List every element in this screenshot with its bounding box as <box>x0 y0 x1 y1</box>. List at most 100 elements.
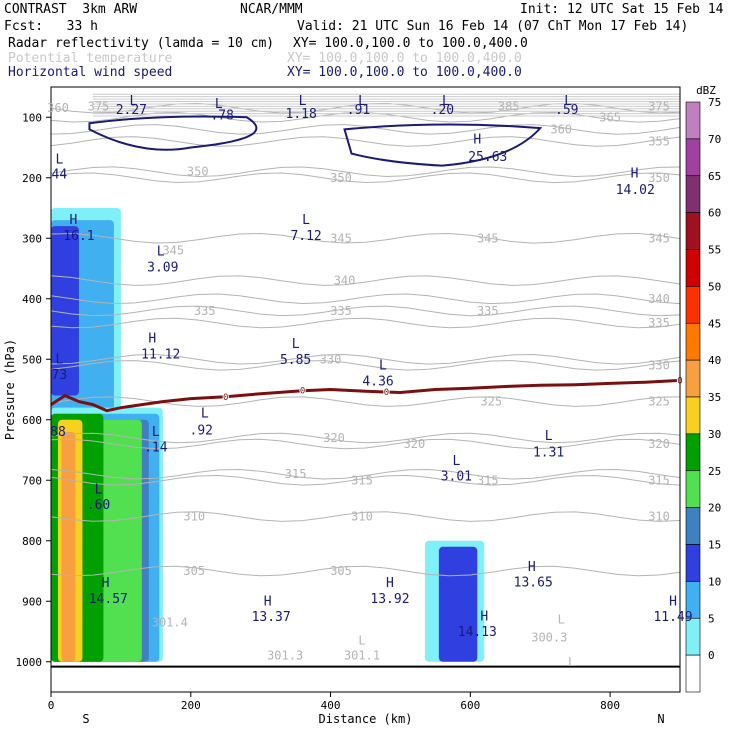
theta-label: 315 <box>285 467 307 481</box>
theta-contour-line <box>50 275 681 286</box>
wind-label: .60 <box>87 498 110 513</box>
colorbar-swatch <box>685 507 701 545</box>
theta-label: 315 <box>477 473 499 487</box>
colorbar-swatch <box>685 249 701 287</box>
field-wind: Horizontal wind speed <box>8 65 173 80</box>
south-label: S <box>82 712 89 726</box>
theta-contour-line <box>50 293 681 305</box>
wind-label: L <box>130 94 138 109</box>
colorbar-swatch <box>685 175 701 213</box>
y-tick-label: 400 <box>22 293 42 306</box>
wind-label: L <box>95 482 103 497</box>
wind-label: .59 <box>555 103 578 118</box>
theta-contour-line <box>50 172 681 184</box>
wind-label: 3.09 <box>147 260 178 275</box>
freezing-level-line <box>50 378 681 413</box>
theta-contour-line <box>50 305 681 317</box>
colorbar-label: 5 <box>708 612 715 625</box>
wind-label: L <box>292 337 300 352</box>
field-wind-xy: XY= 100.0,100.0 to 100.0,400.0 <box>287 65 522 80</box>
colorbar-unit: dBZ <box>696 84 716 97</box>
theta-label: 345 <box>162 243 184 257</box>
theta-contour-line <box>50 353 681 365</box>
theta-label: 345 <box>648 231 670 245</box>
wind-label: .78 <box>210 108 233 123</box>
wind-label: H <box>386 576 394 591</box>
theta-label: 360 <box>47 101 69 115</box>
theta-label: 315 <box>648 473 670 487</box>
wind-label: H <box>102 576 110 591</box>
wind-label: 1.18 <box>286 107 317 122</box>
wind-label: H <box>480 609 488 624</box>
theta-contour-line <box>50 432 681 444</box>
theta-label: 335 <box>477 304 499 318</box>
reflectivity-cell <box>438 546 478 662</box>
y-tick-label: 500 <box>22 353 42 366</box>
wind-label: L <box>215 97 223 112</box>
y-tick-label: 300 <box>22 232 42 245</box>
wind-label: L <box>564 94 572 109</box>
theta-contour-line <box>50 317 681 329</box>
reflectivity-cell <box>51 226 79 396</box>
wind-label: L <box>152 425 160 440</box>
field-theta: Potential temperature <box>8 51 173 66</box>
theta-contour-line <box>50 511 681 522</box>
theta-contour-line <box>50 474 681 486</box>
theta-contour-line <box>50 468 681 480</box>
theta-contour-line <box>50 232 681 244</box>
theta-label: 320 <box>648 437 670 451</box>
colorbar-label: 75 <box>708 96 721 109</box>
wind-label: 4.36 <box>362 375 393 390</box>
colorbar-swatch <box>685 433 701 472</box>
wind-label: .92 <box>190 424 213 439</box>
theta-label: 310 <box>351 510 373 524</box>
org-label: NCAR/MMM <box>240 2 303 17</box>
theta-label: 350 <box>648 171 670 185</box>
wind-label: H <box>669 594 677 609</box>
reflectivity-cell <box>61 431 76 662</box>
theta-label: 301.4 <box>152 615 188 629</box>
wind-label: 11.12 <box>141 347 180 362</box>
theta-label: 330 <box>320 352 342 366</box>
theta-contour-line <box>50 166 681 178</box>
forecast-hour: Fcst: 33 h <box>4 19 98 34</box>
theta-contour-line <box>50 360 681 371</box>
colorbar-label: 15 <box>708 539 721 552</box>
colorbar-label: 25 <box>708 465 721 478</box>
theta-contour-line <box>50 136 681 147</box>
wind-label: 2.27 <box>116 103 147 118</box>
theta-contour-line <box>50 124 681 135</box>
theta-label: 335 <box>194 304 216 318</box>
wind-label: 3.01 <box>441 470 472 485</box>
colorbar-label: 50 <box>708 280 721 293</box>
colorbar-label: 55 <box>708 244 721 257</box>
theta-label: L <box>558 612 565 626</box>
x-axis-label: Distance (km) <box>319 712 413 726</box>
colorbar-swatch <box>685 101 701 140</box>
colorbar-label: 20 <box>708 502 721 515</box>
colorbar-swatch <box>685 654 701 693</box>
x-tick-label: 0 <box>48 699 55 712</box>
wind-label: H <box>264 594 272 609</box>
wind-label: 16.1 <box>63 229 94 244</box>
colorbar-swatch <box>685 322 701 361</box>
freezing-zero-label: 0 <box>223 393 228 403</box>
theta-label: 320 <box>323 431 345 445</box>
wind-label: .14 <box>144 441 168 456</box>
colorbar-label: 35 <box>708 391 721 404</box>
theta-label: 385 <box>498 99 520 113</box>
theta-label: 320 <box>404 437 426 451</box>
valid-time: Valid: 21 UTC Sun 16 Feb 14 (07 ChT Mon … <box>297 19 689 34</box>
wind-label: L <box>157 245 165 260</box>
colorbar-label: 45 <box>708 317 721 330</box>
wind-label: L <box>201 407 209 422</box>
theta-label: 360 <box>550 122 572 136</box>
wind-label: 5.85 <box>280 353 311 368</box>
theta-label: 375 <box>648 99 670 113</box>
wind-label: L <box>379 358 387 373</box>
colorbar-label: 40 <box>708 354 721 367</box>
y-tick-label: 700 <box>22 474 42 487</box>
theta-label: 315 <box>351 473 373 487</box>
colorbar-swatch <box>685 544 701 582</box>
